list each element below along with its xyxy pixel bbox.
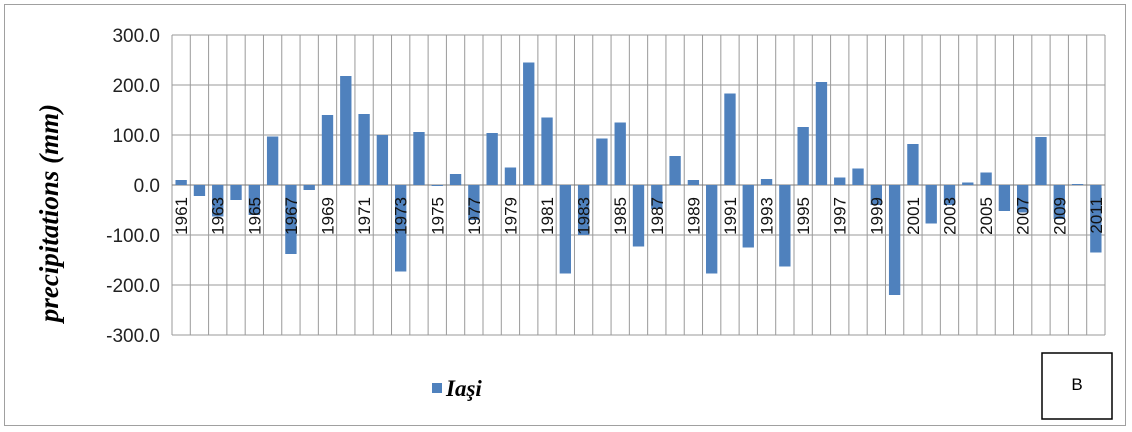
bar-1975 xyxy=(431,185,443,186)
x-tick-label: 1983 xyxy=(575,197,594,235)
legend-swatch xyxy=(432,383,442,393)
x-tick-label: 1991 xyxy=(721,197,740,235)
bar-2006 xyxy=(998,185,1011,211)
x-tick-label: 1965 xyxy=(245,197,264,235)
y-tick-label: -300.0 xyxy=(106,326,160,347)
bar-1984 xyxy=(596,138,608,185)
bar-2002 xyxy=(925,185,937,224)
bar-2007 xyxy=(1017,185,1029,213)
bar-2000 xyxy=(888,185,901,295)
bar-1983 xyxy=(577,185,590,235)
x-tick-label: 1987 xyxy=(648,197,667,235)
y-tick-labels: 300.0 200.0 100.0 0.0 -100.0 -200.0 -300.0 xyxy=(106,26,160,347)
y-tick-label: -100.0 xyxy=(106,226,160,247)
x-tick-label: 2009 xyxy=(1050,197,1069,235)
bar-2005 xyxy=(980,172,992,185)
bar-1962 xyxy=(193,185,206,196)
x-tick-label: 1977 xyxy=(465,197,484,235)
y-tick-label: 100.0 xyxy=(112,126,160,147)
y-tick-label: 200.0 xyxy=(112,76,160,97)
bar-1985 xyxy=(614,122,626,185)
bar-1969 xyxy=(321,115,334,185)
bar-1978 xyxy=(486,133,498,185)
bar-1970 xyxy=(340,76,352,185)
bar-2009 xyxy=(1053,185,1065,219)
bar-1987 xyxy=(651,185,663,209)
bar-1990 xyxy=(706,185,718,274)
x-tick-label: 1975 xyxy=(428,197,447,235)
bar-1976 xyxy=(449,174,462,185)
bar-2003 xyxy=(943,185,956,205)
bar-1988 xyxy=(669,156,681,185)
x-tick-label: 1961 xyxy=(172,197,191,235)
x-tick-label: 1969 xyxy=(319,197,338,235)
x-tick-label: 1989 xyxy=(684,197,703,235)
x-tick-labels: 1961 1963 1965 1967 1969 1971 1973 1975 1977 1979… xyxy=(172,197,1106,235)
bar-1974 xyxy=(413,132,425,185)
bars-layer xyxy=(175,62,1102,295)
bar-1980 xyxy=(523,62,535,185)
bar-2001 xyxy=(907,144,919,185)
bar-1982 xyxy=(559,185,571,274)
x-tick-label: 1973 xyxy=(392,197,411,235)
x-tick-label: 2003 xyxy=(941,197,960,235)
panel-label-box: B xyxy=(1041,352,1113,420)
bar-1965 xyxy=(248,185,260,215)
x-tick-label: 1979 xyxy=(501,197,520,235)
x-tick-label: 2011 xyxy=(1087,197,1106,234)
bar-1989 xyxy=(687,180,700,185)
y-axis-label: precipitations (mm) xyxy=(34,104,64,324)
bar-1986 xyxy=(632,185,645,247)
bar-1981 xyxy=(541,117,553,185)
bar-2010 xyxy=(1071,184,1084,185)
x-tick-label: 1981 xyxy=(538,197,557,235)
bar-1995 xyxy=(797,127,809,185)
bar-2011 xyxy=(1090,185,1102,253)
bar-1991 xyxy=(724,93,736,185)
bar-1992 xyxy=(742,185,754,248)
bar-1971 xyxy=(358,114,370,185)
x-tick-label: 2001 xyxy=(904,197,923,235)
bar-1979 xyxy=(504,167,517,185)
bar-1997 xyxy=(834,177,846,185)
y-tick-label: 0.0 xyxy=(134,176,160,197)
legend: Iaşi xyxy=(432,376,482,401)
y-tick-label: 300.0 xyxy=(112,26,160,47)
bar-1998 xyxy=(852,168,864,185)
x-tick-label: 1993 xyxy=(758,197,777,235)
bar-1967 xyxy=(285,185,297,254)
bar-1966 xyxy=(266,136,279,185)
x-tick-label: 1995 xyxy=(794,197,813,235)
bar-1964 xyxy=(230,185,242,200)
x-tick-label: 2005 xyxy=(977,197,996,235)
bar-1972 xyxy=(376,135,389,185)
x-tick-label: 2007 xyxy=(1014,197,1033,235)
bar-1963 xyxy=(212,185,224,217)
bar-1993 xyxy=(760,179,773,185)
bar-1994 xyxy=(779,185,791,267)
bar-1968 xyxy=(303,185,315,190)
x-tick-label: 1963 xyxy=(209,197,228,235)
bar-1996 xyxy=(815,82,828,185)
x-tick-label: 1971 xyxy=(355,197,374,235)
legend-label: Iaşi xyxy=(445,376,482,401)
bar-2004 xyxy=(962,182,974,185)
bar-1999 xyxy=(870,185,882,205)
grid-layer xyxy=(171,34,1106,336)
bar-1977 xyxy=(468,185,480,220)
x-tick-label: 1985 xyxy=(611,197,630,235)
x-tick-label: 1997 xyxy=(831,197,850,235)
bar-1973 xyxy=(395,185,407,272)
bar-1961 xyxy=(175,180,187,185)
panel-label: B xyxy=(1071,375,1082,394)
x-tick-label: 1999 xyxy=(867,197,886,235)
bar-2008 xyxy=(1035,137,1047,185)
y-tick-label: -200.0 xyxy=(106,276,160,297)
x-tick-label: 1967 xyxy=(282,197,301,235)
